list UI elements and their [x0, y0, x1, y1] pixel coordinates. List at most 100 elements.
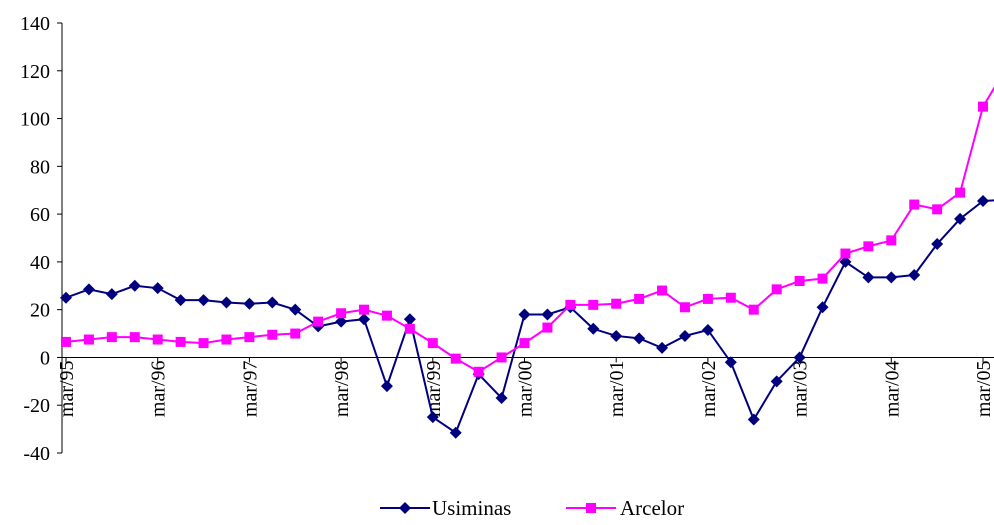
x-tick-label: mar/04: [881, 360, 903, 417]
x-tick-label: mar/99: [423, 360, 445, 417]
data-point: [197, 294, 210, 307]
data-point: [403, 313, 416, 326]
y-tick-label: 100: [20, 109, 50, 131]
x-tick-label: mar/05: [973, 360, 994, 417]
data-point: [426, 411, 439, 424]
data-point: [748, 304, 759, 315]
data-point: [290, 328, 301, 339]
data-point: [816, 301, 829, 314]
legend-marker: [399, 502, 411, 514]
data-point: [633, 332, 646, 345]
legend-item-arcelor: Arcelor: [566, 496, 684, 520]
data-point: [198, 338, 209, 349]
x-tick-label: mar/97: [239, 360, 261, 417]
data-point: [449, 426, 462, 439]
data-point: [518, 308, 531, 321]
data-point: [932, 204, 943, 215]
data-point: [587, 322, 600, 335]
data-point: [266, 296, 279, 309]
data-point: [473, 366, 484, 377]
y-tick-label: 60: [30, 204, 50, 226]
data-point: [908, 269, 921, 282]
y-axis: -40 -20 0 20 40 60 80 100 120 140: [20, 13, 63, 465]
data-point: [152, 334, 163, 345]
y-tick-label: 140: [20, 13, 50, 35]
y-tick-label: 40: [30, 252, 50, 274]
data-point: [931, 237, 944, 250]
data-point: [701, 323, 714, 336]
legend-label: Usiminas: [432, 496, 511, 520]
data-point: [83, 334, 94, 345]
data-point: [129, 332, 140, 343]
data-point: [817, 273, 828, 284]
data-point: [105, 288, 118, 301]
data-point: [267, 329, 278, 340]
data-point: [634, 293, 645, 304]
data-point: [60, 291, 72, 304]
y-tick-label: -40: [23, 443, 50, 465]
x-tick-label: mar/96: [148, 360, 170, 417]
series-line-arcelor: [65, 86, 994, 373]
data-point: [542, 322, 553, 333]
series-arcelor: [61, 86, 994, 377]
data-point: [61, 336, 71, 347]
data-point: [358, 313, 371, 326]
y-tick-label: 80: [30, 156, 50, 178]
data-point: [313, 316, 324, 327]
data-point: [679, 302, 690, 313]
data-point: [656, 341, 669, 354]
data-point: [747, 413, 760, 426]
data-point: [128, 279, 141, 292]
data-point: [450, 353, 461, 364]
data-point: [381, 310, 392, 321]
x-axis: mar/95 mar/96 mar/97 mar/98 mar/99 mar/00 mar/…: [56, 356, 994, 417]
data-point: [541, 308, 554, 321]
data-point: [863, 241, 874, 252]
data-point: [380, 380, 393, 393]
legend: Usiminas Arcelor: [380, 496, 684, 520]
data-point: [404, 323, 415, 334]
data-point: [519, 338, 530, 349]
data-point: [978, 101, 988, 112]
x-tick-label: mar/01: [606, 360, 628, 417]
x-tick-label: mar/95: [56, 360, 78, 417]
data-point: [220, 296, 233, 309]
data-point: [610, 329, 623, 342]
data-point: [678, 329, 691, 342]
x-tick-label: mar/03: [790, 360, 812, 417]
data-point: [495, 392, 508, 405]
data-point: [725, 292, 736, 303]
series-layer: [60, 86, 994, 439]
y-tick-label: 120: [20, 61, 50, 83]
data-point: [221, 334, 232, 345]
data-point: [611, 298, 622, 309]
data-point: [839, 255, 852, 268]
data-point: [565, 299, 576, 310]
data-point: [657, 285, 668, 296]
legend-marker: [586, 503, 596, 513]
data-point: [82, 283, 95, 296]
data-point: [336, 308, 347, 319]
data-point: [771, 284, 782, 295]
data-point: [151, 282, 164, 295]
data-point: [174, 294, 187, 307]
data-point: [244, 332, 255, 343]
data-point: [840, 248, 851, 259]
data-point: [886, 235, 897, 246]
data-point: [427, 338, 438, 349]
legend-label: Arcelor: [620, 496, 684, 520]
data-point: [289, 303, 302, 316]
data-point: [862, 271, 875, 284]
x-tick-label: mar/00: [515, 360, 537, 417]
data-point: [909, 199, 920, 210]
y-tick-label: 0: [40, 347, 50, 369]
data-point: [794, 276, 805, 286]
data-point: [175, 336, 186, 347]
data-point: [702, 293, 713, 304]
data-point: [955, 187, 966, 198]
data-point: [885, 271, 898, 284]
x-tick-label: mar/02: [698, 360, 720, 417]
data-point: [954, 212, 967, 225]
data-point: [793, 351, 806, 364]
